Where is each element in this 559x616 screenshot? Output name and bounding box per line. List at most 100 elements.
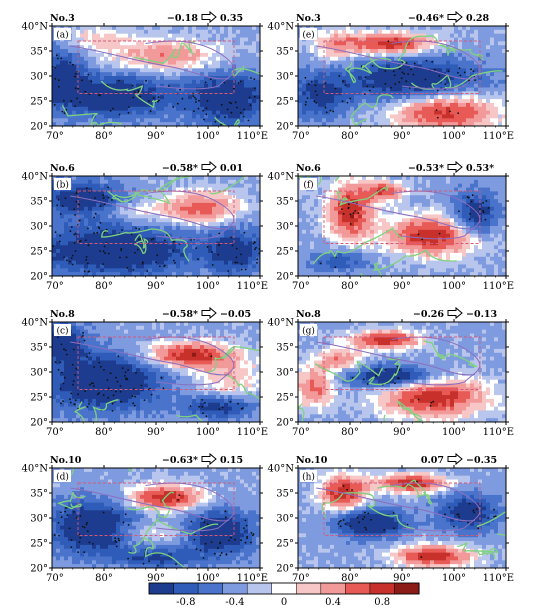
heatmap-cell xyxy=(208,118,212,122)
heatmap-cell xyxy=(220,253,224,257)
heatmap-cell xyxy=(498,103,502,107)
heatmap-cell xyxy=(100,218,104,222)
heatmap-cell xyxy=(322,26,326,30)
heatmap-cell xyxy=(152,49,156,53)
heatmap-cell xyxy=(148,261,152,265)
heatmap-cell xyxy=(354,222,358,226)
heatmap-cell xyxy=(394,114,398,118)
heatmap-cell xyxy=(124,203,128,207)
heatmap-cell xyxy=(244,95,248,99)
heatmap-cell xyxy=(326,234,330,238)
heatmap-cell xyxy=(96,230,100,234)
heatmap-cell xyxy=(136,176,140,180)
heatmap-cell xyxy=(248,41,252,45)
heatmap-cell xyxy=(120,80,124,84)
heatmap-cell xyxy=(128,84,132,88)
heatmap-cell xyxy=(168,264,172,268)
heatmap-cell xyxy=(224,118,228,122)
heatmap-cell xyxy=(176,61,180,65)
heatmap-cell xyxy=(310,72,314,76)
heatmap-cell xyxy=(454,26,458,30)
y-tick-label: 20° xyxy=(276,122,294,133)
heatmap-cell xyxy=(414,107,418,111)
heatmap-cell xyxy=(374,76,378,80)
heatmap-cell xyxy=(322,99,326,103)
heatmap-cell xyxy=(418,76,422,80)
heatmap-cell xyxy=(108,268,112,272)
heatmap-cell xyxy=(498,49,502,53)
heatmap-cell xyxy=(112,226,116,230)
heatmap-cell xyxy=(160,107,164,111)
heatmap-cell xyxy=(232,107,236,111)
heatmap-cell xyxy=(180,268,184,272)
heatmap-cell xyxy=(334,26,338,30)
heatmap-cell xyxy=(208,61,212,65)
heatmap-cell xyxy=(236,57,240,61)
heatmap-cell xyxy=(342,191,346,195)
heatmap-cell xyxy=(148,184,152,188)
heatmap-cell xyxy=(462,57,466,61)
heatmap-cell xyxy=(52,241,56,245)
significance-dot xyxy=(137,90,139,92)
heatmap-cell xyxy=(124,214,128,218)
heatmap-cell xyxy=(302,114,306,118)
heatmap-cell xyxy=(136,72,140,76)
heatmap-cell xyxy=(240,249,244,253)
heatmap-cell xyxy=(244,241,248,245)
significance-dot xyxy=(76,98,78,100)
heatmap-cell xyxy=(136,264,140,268)
heatmap-cell xyxy=(370,30,374,34)
heatmap-cell xyxy=(196,57,200,61)
heatmap-cell xyxy=(330,176,334,180)
heatmap-cell xyxy=(160,257,164,261)
heatmap-cell xyxy=(462,61,466,65)
heatmap-cell xyxy=(394,88,398,92)
heatmap-cell xyxy=(76,184,80,188)
heatmap-cell xyxy=(120,76,124,80)
heatmap-cell xyxy=(310,238,314,242)
heatmap-cell xyxy=(224,64,228,68)
heatmap-cell xyxy=(486,118,490,122)
heatmap-cell xyxy=(68,207,72,211)
heatmap-cell xyxy=(76,30,80,34)
heatmap-cell xyxy=(96,53,100,57)
heatmap-cell xyxy=(414,53,418,57)
heatmap-cell xyxy=(474,107,478,111)
heatmap-cell xyxy=(470,61,474,65)
heatmap-cell xyxy=(418,111,422,115)
heatmap-cell xyxy=(330,226,334,230)
heatmap-cell xyxy=(482,99,486,103)
heatmap-cell xyxy=(474,114,478,118)
heatmap-cell xyxy=(168,49,172,53)
heatmap-cell xyxy=(76,176,80,180)
heatmap-cell xyxy=(462,88,466,92)
heatmap-cell xyxy=(382,26,386,30)
heatmap-cell xyxy=(168,226,172,230)
heatmap-cell xyxy=(168,257,172,261)
heatmap-cell xyxy=(68,49,72,53)
heatmap-cell xyxy=(330,199,334,203)
heatmap-cell xyxy=(88,88,92,92)
heatmap-cell xyxy=(458,118,462,122)
heatmap-cell xyxy=(338,180,342,184)
heatmap-cell xyxy=(252,195,256,199)
heatmap-cell xyxy=(350,195,354,199)
heatmap-cell xyxy=(306,114,310,118)
heatmap-cell xyxy=(68,249,72,253)
heatmap-cell xyxy=(228,214,232,218)
heatmap-cell xyxy=(80,53,84,57)
heatmap-cell xyxy=(498,57,502,61)
heatmap-cell xyxy=(144,234,148,238)
heatmap-cell xyxy=(470,64,474,68)
heatmap-cell xyxy=(248,91,252,95)
heatmap-cell xyxy=(302,95,306,99)
significance-dot xyxy=(236,248,238,250)
heatmap-cell xyxy=(180,72,184,76)
heatmap-cell xyxy=(108,45,112,49)
heatmap-cell xyxy=(240,57,244,61)
heatmap-cell xyxy=(76,118,80,122)
heatmap-cell xyxy=(160,207,164,211)
heatmap-cell xyxy=(322,180,326,184)
significance-dot xyxy=(414,63,416,65)
heatmap-cell xyxy=(490,84,494,88)
